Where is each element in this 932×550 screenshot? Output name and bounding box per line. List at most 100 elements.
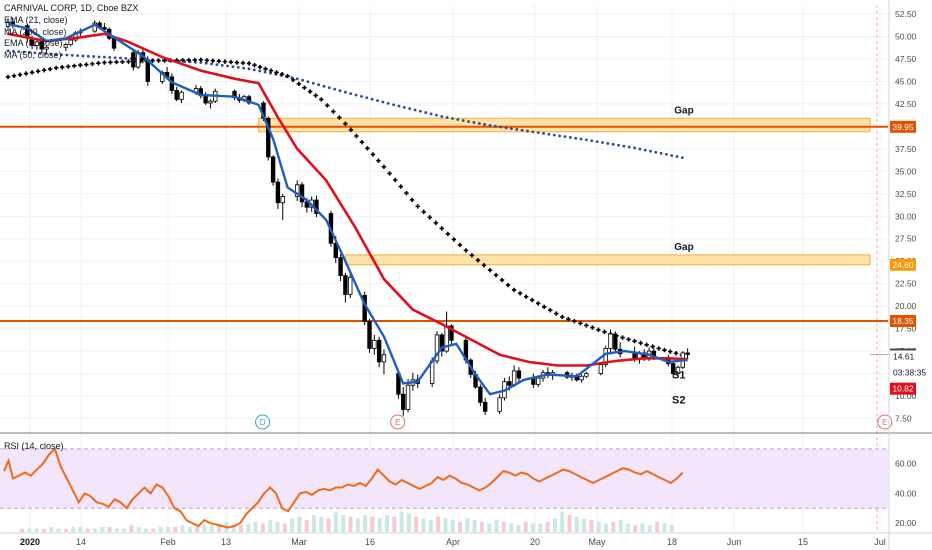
- price-label-box[interactable]: [890, 366, 931, 379]
- price-tick-label: 32.50: [895, 189, 917, 199]
- candle[interactable]: [270, 155, 276, 186]
- legend-ma200[interactable]: MA (200, close): [4, 26, 67, 37]
- candle[interactable]: [198, 85, 203, 99]
- candle[interactable]: [478, 384, 483, 406]
- candle-body: [348, 276, 353, 295]
- candle[interactable]: [44, 45, 49, 54]
- candle[interactable]: [376, 336, 382, 368]
- volume-bar: [282, 523, 287, 532]
- ma200-dot: [665, 153, 668, 156]
- candle-body: [208, 100, 213, 104]
- candle-body: [203, 95, 208, 104]
- gap-zone[interactable]: [258, 117, 871, 133]
- gap-zone[interactable]: [344, 254, 871, 266]
- candle[interactable]: [545, 367, 551, 379]
- chart-title[interactable]: CARNIVAL CORP, 1D, Cboe BZX: [4, 3, 139, 13]
- volume-bar: [355, 518, 360, 532]
- legend-ema21[interactable]: EMA (21, close): [4, 14, 68, 25]
- candle[interactable]: [405, 378, 411, 413]
- volume-bar: [151, 528, 156, 532]
- candle[interactable]: [338, 254, 343, 281]
- volume-bar: [114, 528, 119, 532]
- rsi-line[interactable]: [3, 446, 684, 529]
- earnings-marker[interactable]: E: [877, 414, 893, 430]
- candle[interactable]: [434, 331, 440, 364]
- ma50-cross: [35, 69, 41, 74]
- candle[interactable]: [584, 371, 589, 379]
- price-label-box[interactable]: [890, 120, 916, 133]
- candle[interactable]: [516, 367, 522, 382]
- candle[interactable]: [294, 180, 300, 201]
- ema21-line[interactable]: [7, 32, 688, 367]
- candle-body: [449, 325, 454, 341]
- candle[interactable]: [299, 182, 305, 208]
- legend-rsi[interactable]: RSI (14, close): [4, 441, 64, 451]
- candle[interactable]: [372, 334, 377, 355]
- candle[interactable]: [367, 318, 372, 353]
- ma200-dot: [242, 66, 246, 70]
- volume-bar: [487, 523, 492, 532]
- ma200-dot: [327, 86, 331, 90]
- ma50-cross: [126, 59, 131, 64]
- candle[interactable]: [275, 178, 281, 210]
- ma50-cross: [554, 311, 559, 316]
- candle[interactable]: [39, 40, 44, 53]
- ma200-dot: [568, 136, 572, 139]
- candle[interactable]: [608, 329, 613, 353]
- earnings-marker-circle: [390, 414, 406, 430]
- ma50-cross: [319, 97, 324, 102]
- ma50-cross: [439, 226, 444, 231]
- dividend-marker[interactable]: D: [255, 414, 271, 430]
- candle[interactable]: [381, 349, 387, 375]
- candle[interactable]: [280, 193, 285, 220]
- candle[interactable]: [131, 49, 136, 71]
- ma200-dot: [124, 56, 128, 60]
- ma50-cross: [632, 339, 637, 344]
- earnings-marker[interactable]: E: [390, 414, 406, 430]
- volume-bar: [633, 525, 638, 532]
- price-label-box[interactable]: [890, 382, 916, 395]
- price-label-box[interactable]: [890, 314, 916, 327]
- candle[interactable]: [174, 86, 179, 102]
- candle[interactable]: [497, 394, 502, 415]
- time-tick-label: 14: [76, 537, 86, 547]
- candle[interactable]: [179, 90, 184, 103]
- candle[interactable]: [343, 272, 348, 303]
- legend-ema8[interactable]: EMA (8, close): [4, 38, 63, 49]
- volume-bar: [85, 528, 90, 532]
- volume-bar: [27, 528, 32, 532]
- candle[interactable]: [232, 89, 237, 101]
- price-label-box[interactable]: [890, 258, 916, 271]
- candle[interactable]: [401, 387, 406, 416]
- candle-body: [511, 370, 517, 386]
- candle-body: [381, 354, 387, 363]
- ma200-dot: [247, 67, 251, 71]
- earnings-marker-text: E: [882, 418, 887, 427]
- candle[interactable]: [603, 345, 608, 368]
- candle[interactable]: [685, 348, 690, 360]
- ema8-line[interactable]: [7, 22, 688, 396]
- candle[interactable]: [348, 271, 353, 299]
- candle[interactable]: [246, 94, 252, 105]
- candle[interactable]: [613, 331, 618, 352]
- volume-bar: [399, 511, 404, 532]
- ma200-dot: [70, 53, 74, 57]
- candle[interactable]: [208, 99, 213, 109]
- candle[interactable]: [449, 324, 454, 344]
- price-label-box[interactable]: [890, 350, 931, 363]
- candle[interactable]: [670, 360, 676, 377]
- candle[interactable]: [617, 342, 623, 358]
- candle[interactable]: [34, 39, 40, 50]
- candle[interactable]: [482, 397, 488, 415]
- volume-bar: [56, 528, 61, 532]
- candle[interactable]: [63, 42, 69, 51]
- candle[interactable]: [579, 374, 584, 383]
- candle[interactable]: [439, 333, 444, 357]
- volume-bar: [253, 521, 258, 532]
- ma200-dot: [633, 146, 636, 150]
- candle[interactable]: [675, 365, 681, 377]
- legend-ma50[interactable]: MA (50, close): [4, 50, 62, 61]
- candle[interactable]: [314, 195, 319, 218]
- candle[interactable]: [266, 116, 271, 161]
